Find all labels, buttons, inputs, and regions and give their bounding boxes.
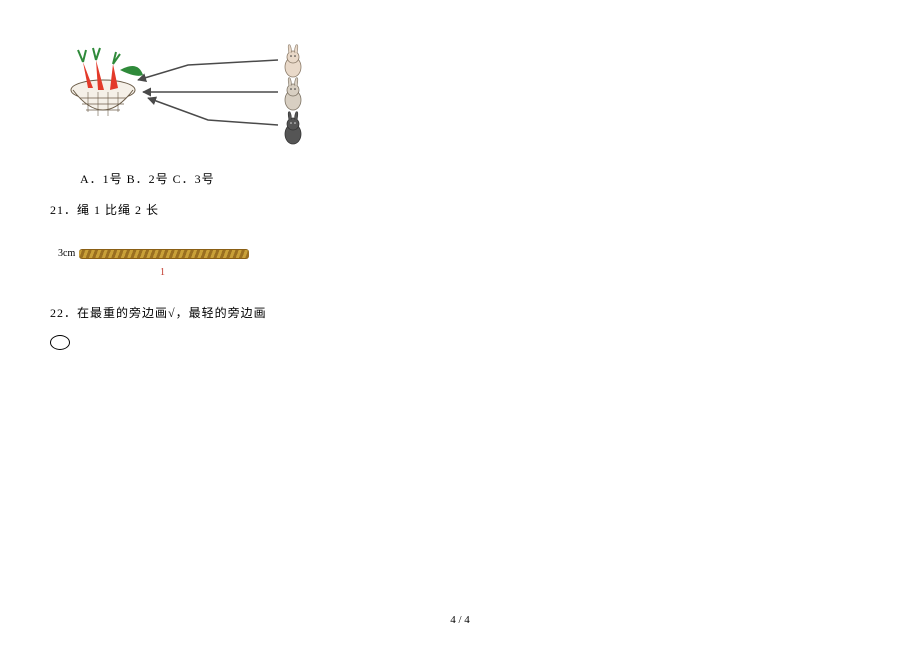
basket-icon — [71, 80, 135, 116]
rabbit-2-icon — [285, 78, 301, 110]
rope-row: 3cm — [58, 248, 870, 259]
arrow-1 — [138, 60, 278, 80]
rope-number-label: 1 — [160, 267, 870, 278]
rabbit-1-icon — [285, 45, 301, 77]
rabbit-3-icon — [285, 112, 301, 144]
options-text: A．1号 B．2号 C．3号 — [80, 170, 870, 187]
question-21: 21．绳 1 比绳 2 长 — [50, 201, 870, 218]
question-22: 22．在最重的旁边画√，最轻的旁边画 — [50, 304, 870, 321]
oval-icon — [50, 335, 70, 350]
arrow-3 — [148, 98, 278, 125]
page-number: 4 / 4 — [0, 614, 920, 626]
rope-1-icon — [79, 249, 249, 259]
rope-cm-label: 3cm — [58, 248, 75, 259]
rabbit-diagram — [58, 40, 318, 160]
